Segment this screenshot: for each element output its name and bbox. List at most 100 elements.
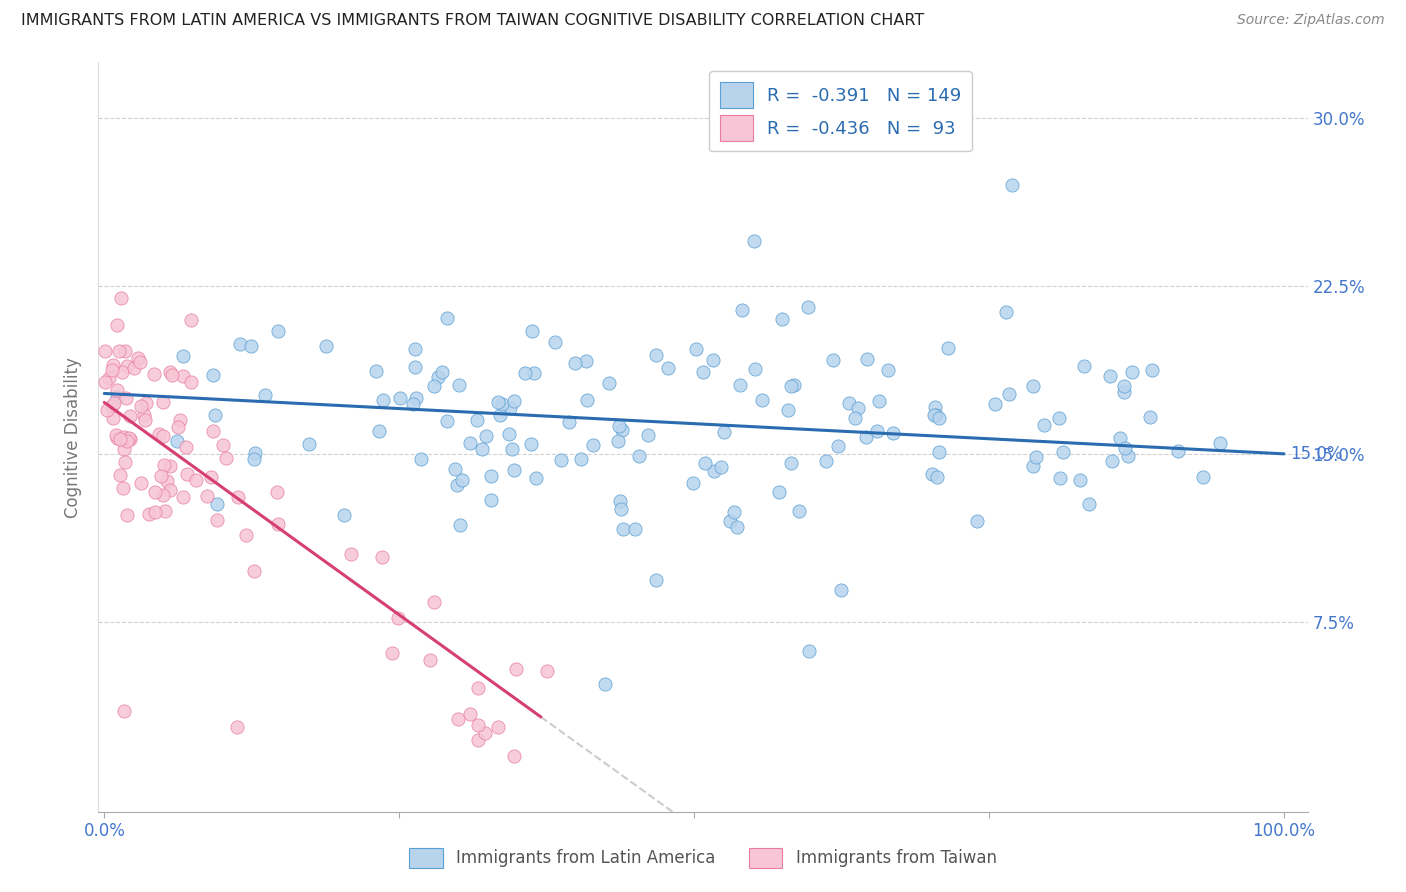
Point [153, 458, 176, 472]
Point [105, 428, 128, 442]
Point [387, 611, 409, 625]
Point [564, 356, 586, 370]
Point [1109, 431, 1132, 445]
Point [333, 508, 356, 523]
Point [984, 397, 1007, 411]
Point [423, 378, 446, 392]
Point [419, 653, 441, 667]
Point [520, 437, 543, 451]
Point [368, 424, 391, 438]
Point [479, 468, 502, 483]
Point [593, 677, 616, 691]
Point [162, 368, 184, 383]
Point [229, 336, 252, 351]
Point [105, 431, 128, 445]
Point [200, 470, 222, 484]
Text: 15.0%: 15.0% [1289, 445, 1343, 463]
Point [110, 468, 132, 483]
Point [723, 505, 745, 519]
Text: IMMIGRANTS FROM LATIN AMERICA VS IMMIGRANTS FROM TAIWAN COGNITIVE DISABILITY COR: IMMIGRANTS FROM LATIN AMERICA VS IMMIGRA… [21, 13, 924, 29]
Point [827, 438, 849, 452]
Point [180, 312, 202, 326]
Point [446, 477, 468, 491]
Point [422, 595, 444, 609]
Point [1114, 441, 1136, 455]
Point [143, 367, 166, 381]
Point [783, 377, 806, 392]
Point [167, 420, 190, 434]
Point [936, 342, 959, 356]
Point [523, 366, 546, 380]
Point [581, 438, 603, 452]
Text: Source: ZipAtlas.com: Source: ZipAtlas.com [1237, 13, 1385, 28]
Point [465, 413, 488, 427]
Point [267, 517, 290, 532]
Point [112, 481, 135, 495]
Point [143, 484, 166, 499]
Point [644, 573, 666, 587]
Point [921, 467, 943, 482]
Point [598, 376, 620, 390]
Point [129, 355, 152, 369]
Point [1098, 369, 1121, 384]
Point [339, 547, 361, 561]
Point [159, 483, 181, 498]
Point [1209, 435, 1232, 450]
Point [201, 424, 224, 438]
Point [924, 400, 946, 414]
Point [467, 681, 489, 695]
Point [1049, 471, 1071, 485]
Point [166, 434, 188, 448]
Point [692, 366, 714, 380]
Point [112, 442, 135, 457]
Point [176, 467, 198, 481]
Point [97, 371, 120, 385]
Point [436, 414, 458, 428]
Point [718, 514, 741, 528]
Point [449, 517, 471, 532]
Point [628, 449, 651, 463]
Point [186, 474, 208, 488]
Point [876, 363, 898, 377]
Point [609, 494, 631, 508]
Point [685, 342, 707, 356]
Point [607, 434, 630, 449]
Point [460, 436, 482, 450]
Point [569, 452, 592, 467]
Point [855, 430, 877, 444]
Point [315, 338, 337, 352]
Point [174, 440, 197, 454]
Point [928, 445, 950, 459]
Point [404, 360, 426, 375]
Point [110, 291, 132, 305]
Point [710, 459, 733, 474]
Point [1022, 458, 1045, 473]
Point [1073, 359, 1095, 374]
Point [503, 748, 526, 763]
Point [105, 390, 128, 404]
Point [138, 507, 160, 521]
Point [612, 522, 634, 536]
Point [471, 442, 494, 456]
Point [152, 429, 174, 443]
Point [101, 399, 124, 413]
Point [725, 520, 748, 534]
Point [388, 391, 411, 405]
Point [489, 408, 512, 422]
Point [127, 351, 149, 365]
Point [101, 411, 124, 425]
Point [486, 394, 509, 409]
Point [544, 335, 567, 350]
Point [225, 720, 247, 734]
Point [169, 413, 191, 427]
Point [503, 394, 526, 409]
Point [243, 446, 266, 460]
Point [693, 456, 716, 470]
Point [118, 433, 141, 447]
Point [868, 394, 890, 409]
Point [1112, 384, 1135, 399]
Y-axis label: Cognitive Disability: Cognitive Disability [65, 357, 83, 517]
Point [156, 474, 179, 488]
Point [114, 432, 136, 446]
Point [1052, 445, 1074, 459]
